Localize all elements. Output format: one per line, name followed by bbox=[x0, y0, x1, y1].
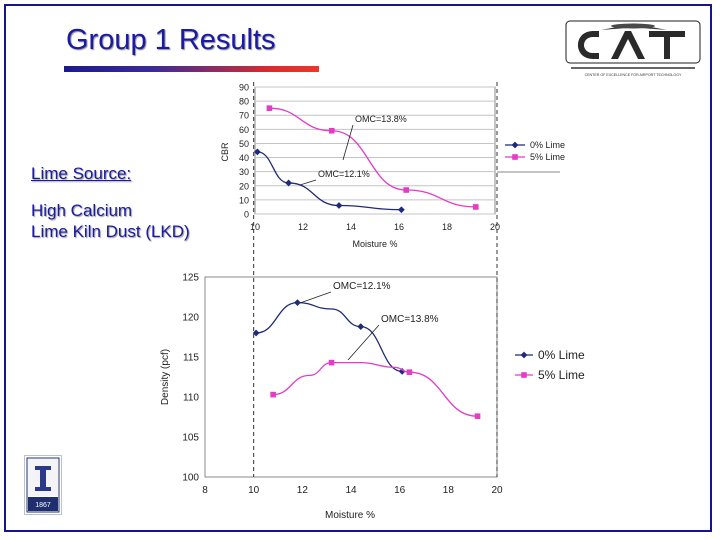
chart-cbr-plot-area bbox=[254, 86, 496, 215]
chart-cbr-data-point bbox=[403, 187, 409, 193]
cefat-logo: CENTER OF EXCELLENCE FOR AIRPORT TECHNOL… bbox=[565, 20, 701, 77]
chart-cbr-x-tick-label: 14 bbox=[346, 222, 356, 232]
chart-cbr-legend-marker bbox=[512, 154, 518, 160]
chart-cbr-legend-marker bbox=[511, 141, 519, 149]
chart-density-series-line-zero-lime bbox=[256, 301, 403, 373]
chart-cbr-legend-label: 0% Lime bbox=[530, 140, 565, 150]
chart-density-data-point bbox=[398, 368, 406, 375]
chart-cbr-y-tick-label: 20 bbox=[239, 181, 249, 191]
chart-density-y-tick-label: 105 bbox=[182, 433, 199, 444]
chart-density-x-tick-label: 14 bbox=[345, 485, 357, 496]
chart-density-annotation-leader bbox=[299, 291, 332, 304]
logo-subtext: CENTER OF EXCELLENCE FOR AIRPORT TECHNOL… bbox=[585, 73, 682, 77]
chart-density-y-tick-label: 100 bbox=[182, 473, 199, 484]
slide-title: Group 1 Results bbox=[66, 24, 276, 56]
chart-density-legend-label: 5% Lime bbox=[538, 368, 585, 382]
chart-cbr-y-tick-label: 40 bbox=[239, 153, 249, 163]
lime-source-text: High Calcium Lime Kiln Dust (LKD) bbox=[31, 200, 231, 242]
chart-density-y-axis-label: Density (pcf) bbox=[160, 349, 171, 405]
chart-cbr-data-point bbox=[285, 179, 292, 187]
chart-density-annotation-leader bbox=[347, 324, 380, 361]
chart-cbr-y-tick-label: 90 bbox=[239, 83, 249, 93]
seal-graphic: 1867 bbox=[26, 457, 60, 513]
chart-density-x-tick-label: 12 bbox=[297, 485, 309, 496]
chart-density-data-point bbox=[357, 323, 365, 330]
chart-cbr-data-point bbox=[329, 127, 335, 134]
chart-cbr-annotation: OMC=13.8% bbox=[355, 114, 407, 124]
chart-density-y-tick-label: 115 bbox=[183, 353, 199, 364]
chart-density-data-point bbox=[294, 299, 301, 306]
chart-density-x-tick-label: 18 bbox=[443, 485, 455, 496]
chart-density-data-point bbox=[328, 359, 335, 366]
chart-cbr-y-tick-label: 0 bbox=[244, 210, 249, 220]
chart-cbr-x-tick-label: 12 bbox=[298, 222, 308, 232]
university-seal: 1867 bbox=[24, 455, 62, 515]
cefat-logo-mark bbox=[565, 20, 701, 69]
lime-source-line-1: High Calcium bbox=[31, 201, 133, 220]
chart-cbr-x-tick-label: 16 bbox=[394, 222, 404, 232]
chart-density-data-point bbox=[270, 391, 276, 398]
chart-cbr-series-line-zero-lime bbox=[257, 151, 402, 211]
chart-density-annotation: OMC=13.8% bbox=[381, 314, 439, 325]
chart-cbr-y-tick-label: 50 bbox=[239, 139, 249, 149]
chart-density-x-tick-label: 16 bbox=[394, 485, 406, 496]
slide-frame bbox=[4, 4, 712, 532]
chart-cbr-data-point bbox=[266, 105, 273, 111]
chart-cbr-y-tick-label: 10 bbox=[239, 195, 249, 205]
chart-cbr-x-tick-label: 18 bbox=[442, 222, 452, 232]
chart-cbr-y-tick-label: 80 bbox=[239, 97, 249, 107]
chart-cbr-x-axis-label: Moisture % bbox=[352, 239, 397, 249]
chart-cbr-data-point bbox=[473, 204, 479, 210]
chart-cbr-data-point bbox=[335, 202, 343, 209]
chart-cbr-y-axis-label: CBR bbox=[220, 142, 230, 162]
chart-density-plot-area bbox=[204, 276, 498, 478]
lime-source-heading: Lime Source: bbox=[31, 164, 132, 183]
chart-cbr-annotation: OMC=12.1% bbox=[318, 169, 370, 179]
chart-cbr-legend-label: 5% Lime bbox=[530, 152, 565, 162]
lime-source-line-2: Lime Kiln Dust (LKD) bbox=[31, 222, 190, 241]
chart-cbr-y-tick-label: 70 bbox=[239, 111, 249, 121]
seal-year: 1867 bbox=[35, 502, 51, 509]
chart-density-x-tick-label: 8 bbox=[202, 485, 208, 496]
chart-density-legend-label: 0% Lime bbox=[538, 348, 585, 362]
chart-density-x-tick-label: 10 bbox=[248, 485, 260, 496]
chart-cbr-y-tick-label: 60 bbox=[239, 125, 249, 135]
chart-density-y-tick-label: 110 bbox=[183, 393, 199, 404]
chart-cbr-data-point bbox=[254, 148, 261, 156]
chart-density-data-point bbox=[406, 369, 413, 375]
chart-density-y-tick-label: 120 bbox=[182, 313, 199, 324]
chart-density-x-tick-label: 20 bbox=[491, 485, 503, 496]
chart-cbr-annotation-leader bbox=[299, 179, 317, 186]
chart-density-y-tick-label: 125 bbox=[182, 273, 199, 284]
title-underline bbox=[64, 66, 319, 72]
chart-density-legend-marker bbox=[520, 351, 528, 359]
chart-density-legend-marker bbox=[521, 372, 527, 378]
chart-cbr-annotation-leader bbox=[342, 124, 354, 161]
chart-density-annotation: OMC=12.1% bbox=[333, 281, 391, 292]
chart-cbr-x-tick-label: 10 bbox=[250, 222, 260, 232]
chart-cbr-series-line-five-lime bbox=[269, 107, 476, 208]
chart-cbr-y-tick-label: 30 bbox=[239, 167, 249, 177]
chart-cbr-x-tick-label: 20 bbox=[490, 222, 500, 232]
chart-density-data-point bbox=[252, 329, 260, 337]
chart-density-data-point bbox=[474, 413, 481, 419]
chart-density-series-line-five-lime bbox=[273, 361, 478, 417]
chart-density-x-axis-label: Moisture % bbox=[325, 510, 375, 521]
chart-cbr-data-point bbox=[398, 206, 405, 214]
